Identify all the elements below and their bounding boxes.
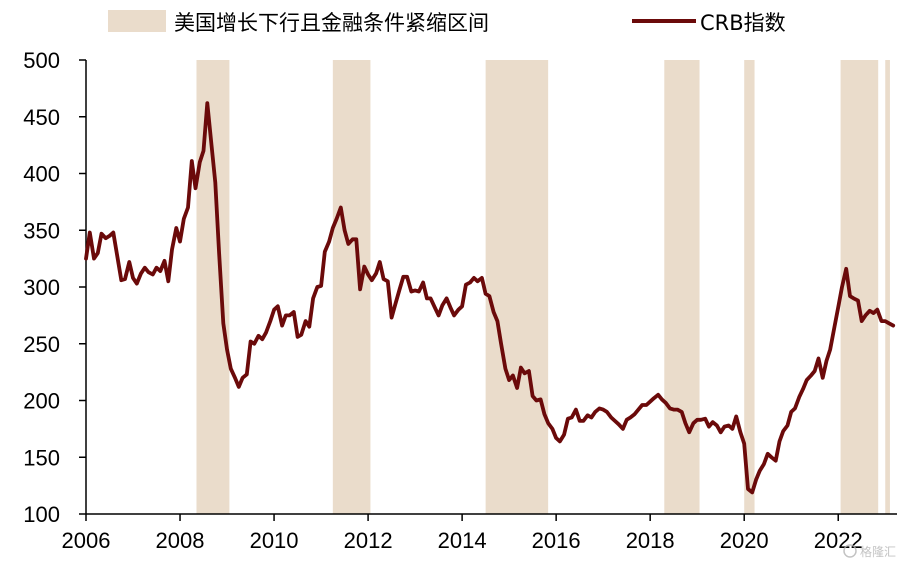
shaded-band [840, 60, 879, 514]
x-tick-label: 2020 [720, 528, 769, 553]
x-ticks: 2006 2008 2010 2012 2014 2016 2018 2020 2022 [62, 514, 863, 553]
y-tick-label: 150 [23, 445, 60, 470]
shaded-band [744, 60, 755, 514]
x-tick-label: 2012 [344, 528, 393, 553]
x-tick-label: 2022 [814, 528, 863, 553]
x-tick-label: 2010 [250, 528, 299, 553]
series-layer [84, 101, 896, 495]
series-line-crb [84, 101, 896, 495]
x-tick-label: 2006 [62, 528, 111, 553]
y-tick-label: 200 [23, 389, 60, 414]
shaded-band [885, 60, 890, 514]
legend-line-label: CRB指数 [700, 11, 786, 35]
legend-band-label: 美国增长下行且金融条件紧缩区间 [174, 11, 489, 35]
y-tick-label: 300 [23, 275, 60, 300]
y-tick-label: 450 [23, 105, 60, 130]
watermark-logo-icon [843, 544, 857, 558]
x-tick-label: 2008 [156, 528, 205, 553]
shaded-band [196, 60, 230, 514]
x-tick-label: 2014 [438, 528, 487, 553]
shaded-band [664, 60, 700, 514]
y-tick-label: 500 [23, 48, 60, 73]
y-tick-label: 100 [23, 502, 60, 527]
y-ticks: 100 150 200 250 300 350 400 450 500 [23, 48, 86, 527]
legend: 美国增长下行且金融条件紧缩区间 CRB指数 [108, 10, 786, 35]
shaded-bands [196, 60, 890, 514]
x-tick-label: 2018 [626, 528, 675, 553]
y-tick-label: 400 [23, 162, 60, 187]
shaded-band [332, 60, 371, 514]
watermark: 格隆汇 [843, 544, 896, 559]
y-tick-label: 350 [23, 218, 60, 243]
watermark-text: 格隆汇 [860, 544, 896, 559]
legend-band-swatch [108, 10, 166, 32]
y-tick-label: 250 [23, 332, 60, 357]
x-tick-label: 2016 [532, 528, 581, 553]
shaded-band [485, 60, 549, 514]
